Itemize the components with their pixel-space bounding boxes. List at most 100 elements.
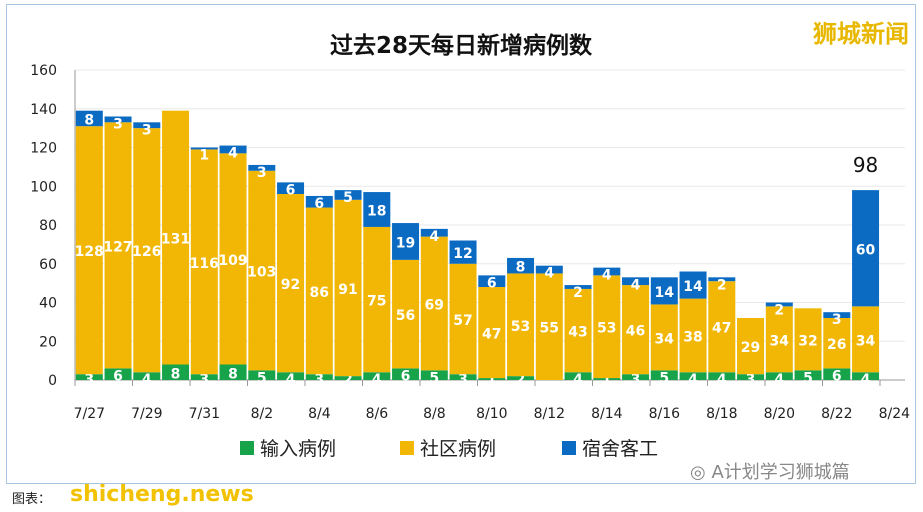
y-tick-label: 40 [39, 296, 57, 312]
bar-segment [334, 376, 362, 380]
bar-segment [190, 147, 218, 150]
data-label: 53 [511, 319, 530, 335]
data-label: 57 [453, 313, 472, 329]
bar-segment [765, 306, 793, 373]
bar-segment [708, 277, 736, 282]
bar-segment [305, 374, 333, 380]
bar-segment [334, 199, 362, 377]
bar-segment [852, 190, 880, 307]
y-tick-label: 20 [39, 334, 57, 350]
data-label: 60 [856, 242, 876, 258]
bar-segment [75, 374, 103, 380]
bar-segment [392, 223, 420, 260]
data-label: 4 [861, 372, 871, 388]
data-label: 4 [774, 372, 784, 388]
legend-swatch [400, 440, 414, 455]
data-label: 8 [171, 366, 181, 382]
data-label: 4 [602, 268, 612, 284]
bar-segment [104, 122, 132, 369]
data-label: 53 [597, 321, 616, 337]
legend-swatch [562, 440, 576, 455]
data-label: 75 [367, 294, 386, 310]
x-tick-label: 8/18 [706, 406, 737, 422]
data-label: 38 [683, 329, 702, 345]
data-label: 55 [540, 321, 559, 337]
bar-segment [823, 318, 851, 369]
bar-segment [104, 368, 132, 380]
bar-segment [852, 306, 880, 373]
bar-segment [794, 370, 822, 380]
bar-segment [75, 110, 103, 127]
data-label: 3 [746, 372, 756, 388]
data-label: 8 [228, 366, 238, 382]
data-label: 3 [631, 372, 641, 388]
bar-segment [507, 376, 535, 380]
legend-label: 社区病例 [420, 438, 497, 460]
data-label: 8 [516, 260, 526, 276]
data-label: 4 [717, 372, 727, 388]
bar-segment [679, 298, 707, 373]
legend-item-imported: 输入病例 [240, 434, 336, 461]
y-tick-label: 0 [48, 373, 57, 389]
data-label: 8 [84, 112, 94, 128]
data-label: 116 [190, 256, 219, 272]
bar-segment [593, 275, 621, 379]
bar-segment [162, 110, 190, 365]
data-label: 26 [827, 337, 846, 353]
x-tick-label: 7/29 [131, 406, 162, 422]
data-label: 2 [343, 372, 353, 388]
watermark-logo: 狮城新闻 [813, 20, 909, 48]
bar-segment [593, 267, 621, 276]
bar-segment [708, 281, 736, 373]
y-tick-label: 140 [30, 102, 57, 118]
x-tick-label: 8/24 [879, 406, 911, 422]
data-label: 3 [458, 372, 468, 388]
data-label: 3 [832, 312, 842, 328]
x-tick-label: 8/22 [821, 406, 852, 422]
data-label: 34 [655, 331, 675, 347]
data-label: 3 [199, 372, 209, 388]
data-label: 19 [396, 235, 415, 251]
chart-title: 过去28天每日新增病例数 [329, 33, 592, 59]
data-label: 92 [281, 277, 300, 293]
bar-segment [392, 368, 420, 380]
data-label: 3 [142, 122, 152, 138]
data-label: 128 [75, 244, 104, 260]
x-tick-label: 8/4 [308, 406, 331, 422]
watermark-url: shicheng.news [70, 482, 254, 507]
bar-segment [392, 259, 420, 369]
data-label: 6 [314, 196, 324, 212]
data-label: 43 [568, 325, 587, 341]
data-label: 4 [631, 277, 641, 293]
data-label: 4 [286, 372, 296, 388]
x-tick-label: 7/27 [74, 406, 105, 422]
y-tick-label: 120 [30, 141, 57, 157]
x-tick-label: 8/8 [423, 406, 446, 422]
data-label: 34 [856, 333, 876, 349]
bar-segment [622, 277, 650, 286]
bar-segment [162, 364, 190, 380]
bar-segment [277, 194, 305, 373]
legend-label: 输入病例 [260, 438, 337, 460]
bar-segment [248, 164, 276, 171]
bar-segment [219, 145, 247, 154]
data-label: 4 [228, 146, 238, 162]
data-label: 3 [113, 117, 123, 133]
data-label: 12 [453, 246, 472, 262]
bar-segment [823, 368, 851, 380]
bar-segment [277, 372, 305, 380]
wechat-name: A计划学习狮城篇 [711, 462, 850, 483]
bar-segment [564, 288, 592, 373]
bar-segment [133, 128, 161, 373]
bar-segment [104, 116, 132, 123]
bar-segment [737, 318, 765, 375]
data-label: 4 [544, 266, 554, 282]
data-label: 5 [803, 370, 813, 386]
y-tick-label: 80 [39, 218, 57, 234]
bar-segment [650, 277, 678, 305]
legend-item-community: 社区病例 [400, 434, 496, 461]
data-label: 2 [516, 372, 526, 388]
data-label: 2 [573, 285, 583, 301]
caption: 图表： [12, 492, 52, 507]
data-label: 91 [338, 282, 357, 298]
